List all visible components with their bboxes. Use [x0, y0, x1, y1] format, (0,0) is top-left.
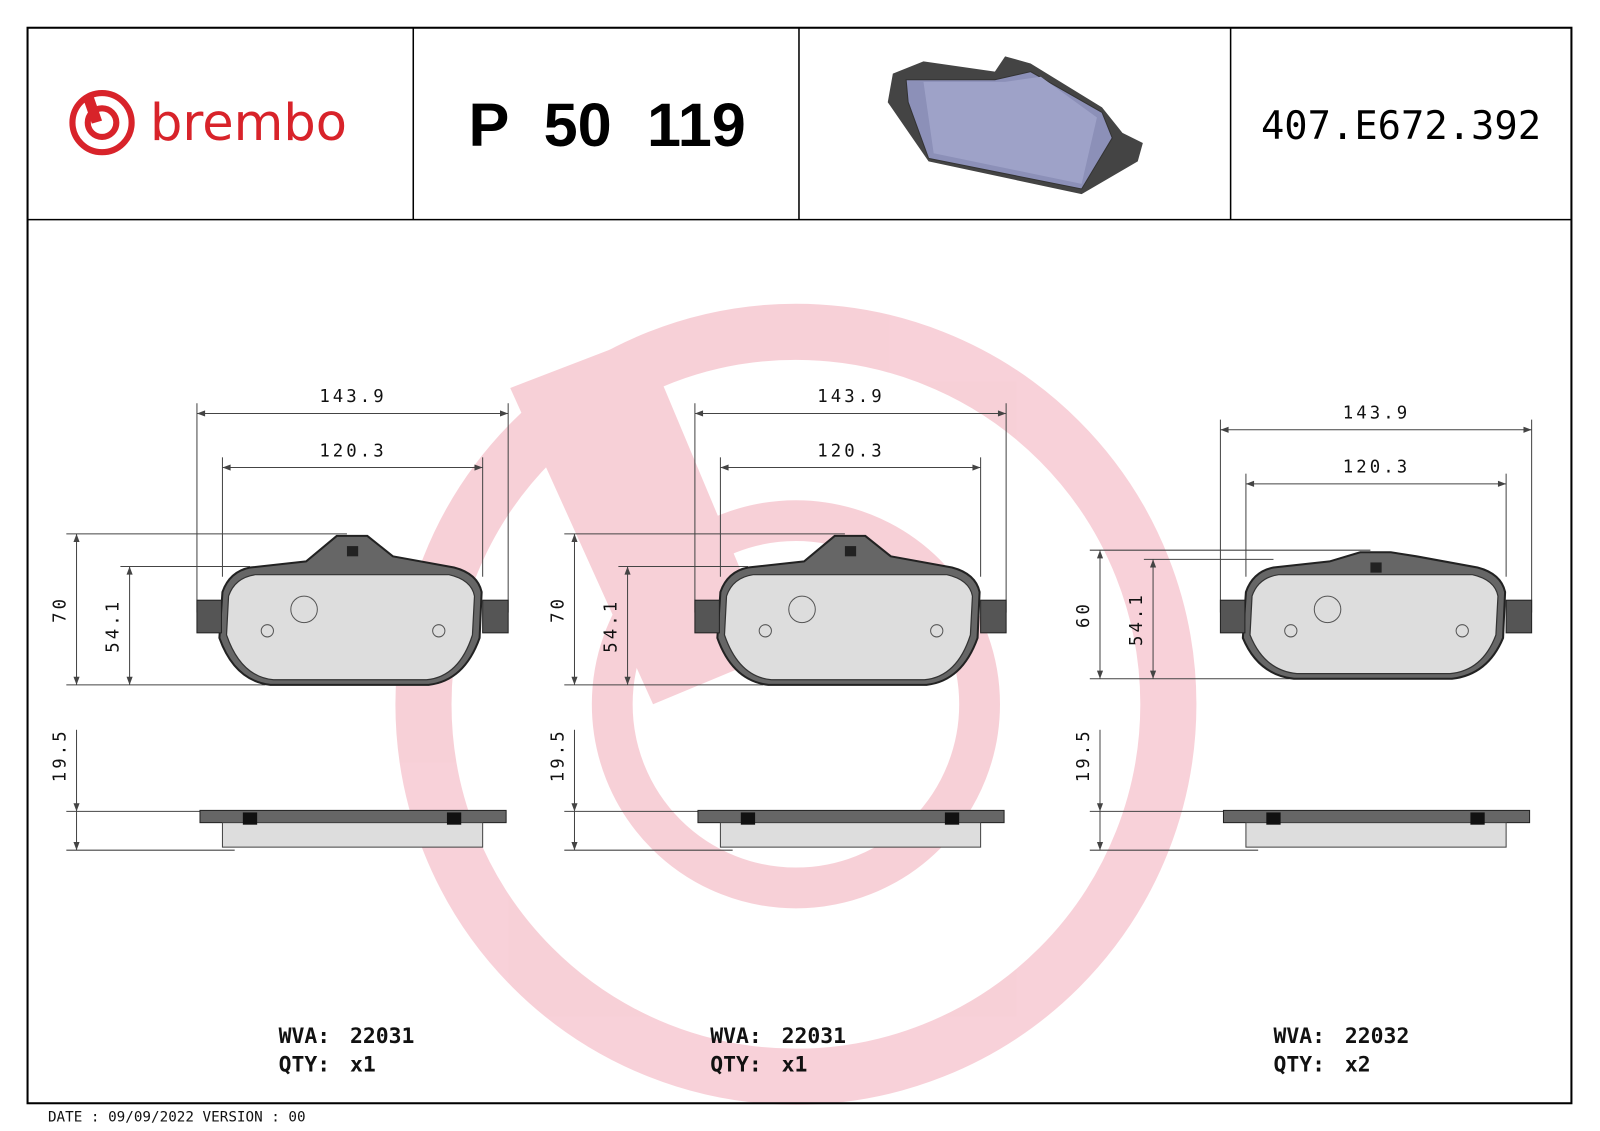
dimension-label: 19.5	[1074, 728, 1094, 782]
wva-value: 22031	[350, 1024, 414, 1049]
dimension-label: 70	[548, 596, 568, 623]
side-clip	[944, 812, 960, 825]
dimension-label: 54.1	[1127, 592, 1147, 646]
pad-friction	[723, 574, 974, 681]
pad-hole	[260, 624, 274, 638]
side-friction	[719, 822, 982, 848]
dimension-label: 143.9	[319, 387, 386, 407]
pad-drawing: 143.9 120.3 70 54.1 19.5 WVA: 22031 QTY: x1	[50, 387, 509, 1078]
dimension-label: 143.9	[817, 387, 884, 407]
pad-friction	[225, 574, 476, 681]
dimension-label: 54.1	[103, 599, 123, 653]
qty-value: x2	[1345, 1053, 1371, 1078]
qty-label: QTY:	[279, 1053, 331, 1078]
wva-label: WVA:	[279, 1024, 331, 1049]
pad-hole	[1455, 624, 1469, 638]
part-number: P 50 119	[468, 91, 745, 159]
pad-tab	[1505, 599, 1533, 634]
side-friction	[221, 822, 484, 848]
wva-value: 22032	[1345, 1024, 1409, 1049]
pad-friction	[1249, 574, 1499, 675]
qty-value: x1	[782, 1053, 808, 1078]
pad-drawing: 143.9 120.3 70 54.1 19.5 WVA: 22031 QTY: x1	[548, 387, 1007, 1078]
dimension-label: 120.3	[817, 441, 884, 461]
pad-notch	[1370, 562, 1382, 573]
dimension-label: 19.5	[50, 728, 70, 782]
qty-label: QTY:	[710, 1053, 762, 1078]
wva-label: WVA:	[1273, 1024, 1325, 1049]
product-image	[887, 56, 1143, 195]
pad-tab	[980, 599, 1007, 634]
dimension-label: 120.3	[319, 441, 386, 461]
wva-value: 22031	[782, 1024, 846, 1049]
dimension-label: 54.1	[601, 599, 621, 653]
pad-hole	[1284, 624, 1298, 638]
pad-tab	[196, 599, 222, 634]
dimension-label: 60	[1074, 601, 1094, 628]
dimension-label: 120.3	[1343, 458, 1410, 478]
pad-tab	[1219, 599, 1246, 634]
part-code: 407.E672.392	[1261, 104, 1541, 149]
footer-date: DATE : 09/09/2022 VERSION : 00	[48, 1110, 306, 1126]
side-friction	[1245, 822, 1507, 848]
watermark	[395, 303, 1197, 1105]
wva-label: WVA:	[710, 1024, 762, 1049]
pad-drawing: 143.9 120.3 60 54.1 19.5 WVA: 22032 QTY: x2	[1074, 404, 1533, 1078]
logo-text: brembo	[150, 94, 347, 153]
qty-value: x1	[350, 1053, 376, 1078]
side-clip	[1266, 812, 1281, 825]
pad-hole	[930, 624, 944, 638]
qty-label: QTY:	[1273, 1053, 1325, 1078]
dimension-label: 70	[50, 596, 70, 623]
side-clip	[1470, 812, 1485, 825]
pad-tab	[482, 599, 509, 634]
dimension-label: 19.5	[548, 728, 568, 782]
pad-notch	[844, 546, 857, 557]
dimension-label: 143.9	[1343, 404, 1410, 424]
logo: brembo	[69, 89, 347, 156]
side-clip	[242, 812, 258, 825]
pad-notch	[346, 546, 359, 557]
pad-hole	[1313, 595, 1342, 624]
pad-hole	[290, 595, 318, 624]
pad-hole	[758, 624, 772, 638]
side-clip	[446, 812, 462, 825]
side-clip	[740, 812, 756, 825]
pad-hole	[432, 624, 446, 638]
pad-tab	[694, 599, 720, 634]
pad-hole	[788, 595, 816, 624]
